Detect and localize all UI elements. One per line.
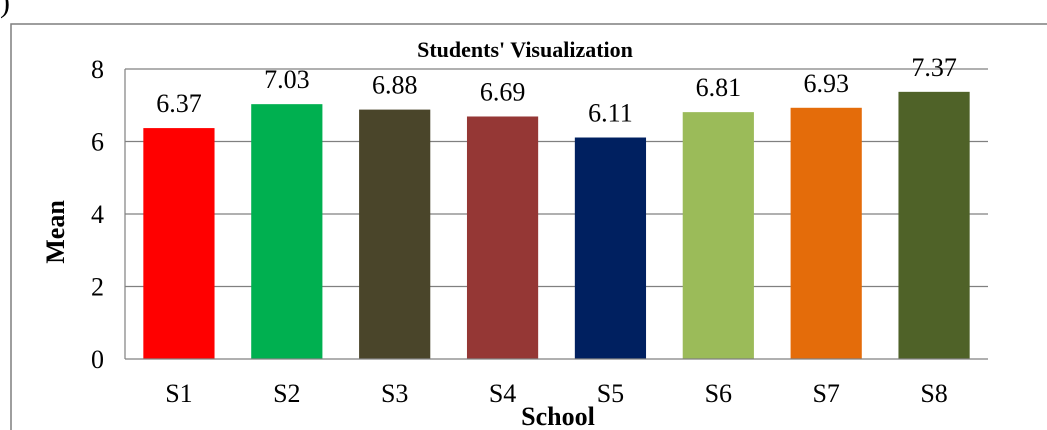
- data-label: 6.37: [156, 89, 202, 118]
- data-labels: 6.37 7.03 6.88 6.69 6.11 6.81 6.93 7.37: [156, 53, 957, 128]
- bar-s5: [574, 137, 647, 359]
- data-label: 6.88: [372, 71, 418, 100]
- chart-border: [10, 23, 1047, 430]
- y-axis-label: Mean: [41, 200, 70, 264]
- x-tick-label: S7: [812, 379, 839, 408]
- x-axis-label: School: [521, 402, 595, 430]
- x-tick-labels: S1 S2 S3 S4 S5 S6 S7 S8: [165, 379, 948, 408]
- bar-s1: [143, 128, 215, 359]
- bar-s4: [466, 116, 539, 359]
- x-tick-label: S5: [597, 379, 624, 408]
- data-label: 6.93: [803, 69, 849, 98]
- y-tick-label: 8: [91, 55, 104, 84]
- bars: [143, 91, 970, 360]
- x-tick-label: S1: [165, 379, 192, 408]
- bar-s3: [359, 109, 431, 359]
- bar-s2: [251, 104, 323, 359]
- chart-title: Students' Visualization: [417, 37, 633, 62]
- data-label: 7.03: [264, 65, 310, 94]
- bar-s8: [898, 91, 970, 360]
- corner-mark: ): [0, 0, 10, 19]
- x-tick-label: S6: [705, 379, 732, 408]
- data-label: 7.37: [911, 53, 957, 82]
- bar-s7: [790, 107, 862, 359]
- y-tick-label: 6: [91, 128, 104, 157]
- x-tick-label: S8: [920, 379, 947, 408]
- x-tick-label: S2: [273, 379, 300, 408]
- x-tick-label: S3: [381, 379, 408, 408]
- y-tick-label: 4: [91, 200, 104, 229]
- bar-s6: [682, 112, 754, 359]
- data-label: 6.11: [588, 99, 633, 128]
- y-tick-label: 0: [91, 345, 104, 374]
- x-tick-label: S4: [489, 379, 516, 408]
- y-tick-labels: 0 2 4 6 8: [91, 55, 104, 374]
- y-tick-label: 2: [91, 273, 104, 302]
- data-label: 6.69: [480, 77, 526, 106]
- data-label: 6.81: [696, 73, 742, 102]
